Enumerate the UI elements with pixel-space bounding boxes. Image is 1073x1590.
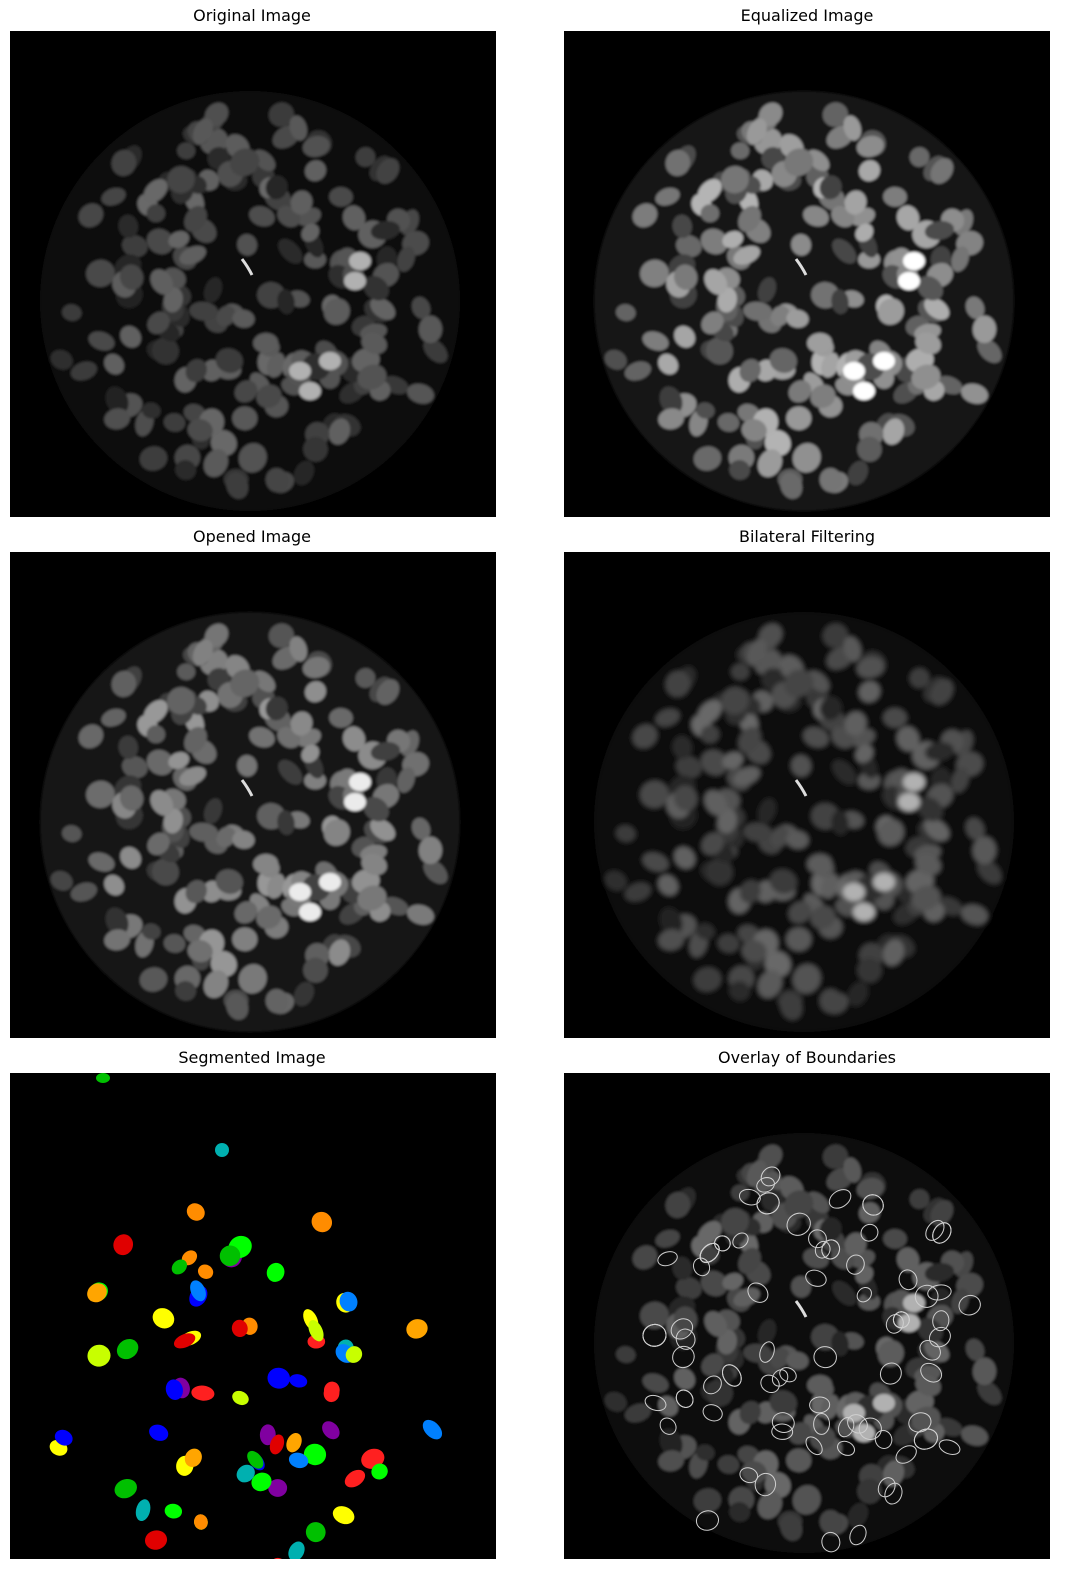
segmented-image	[10, 1073, 496, 1559]
panel-title-opened: Opened Image	[193, 527, 311, 546]
bilateral-image	[564, 552, 1050, 1038]
panel-title-bilateral: Bilateral Filtering	[738, 527, 876, 546]
panel-title-equalized: Equalized Image	[740, 6, 874, 25]
panel-title-original: Original Image	[193, 6, 311, 25]
panel-title-overlay: Overlay of Boundaries	[717, 1048, 897, 1067]
opened-image	[10, 552, 496, 1038]
original-image	[10, 31, 496, 517]
panel-title-segmented: Segmented Image	[178, 1048, 326, 1067]
equalized-image	[564, 31, 1050, 517]
overlay-image	[564, 1073, 1050, 1559]
